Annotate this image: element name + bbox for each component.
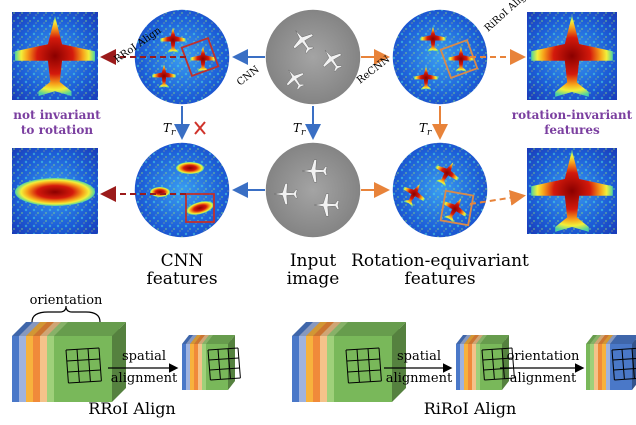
stack-layer-top bbox=[610, 335, 636, 344]
rroi-schematic: orientation spatial alignment RRoI Align bbox=[12, 293, 241, 418]
input-image-bottom bbox=[265, 142, 361, 238]
crop-bottom-left bbox=[12, 148, 98, 234]
feature-stack-left bbox=[12, 322, 126, 402]
rroi-box-bottom bbox=[185, 193, 215, 223]
stack-layer-side bbox=[112, 322, 126, 402]
label-cnn-features-1: CNN bbox=[161, 251, 204, 271]
stack-layer-top bbox=[54, 322, 126, 336]
feature-stack-orientation-aligned bbox=[586, 335, 636, 390]
svg-text:T: T bbox=[163, 121, 172, 135]
riroi-arrow-bottom bbox=[469, 189, 526, 206]
label-cnn: CNN bbox=[235, 64, 262, 88]
label-riroi-align-top: RiRoI Align bbox=[483, 0, 534, 34]
label-tr-recnn: T r bbox=[419, 121, 432, 138]
label-rotation-equivariant-2: features bbox=[404, 269, 475, 289]
crop-top-left bbox=[12, 12, 98, 100]
label-cnn-features-2: features bbox=[146, 269, 217, 289]
cnn-feature-map-bottom bbox=[134, 142, 230, 238]
stack-layer bbox=[54, 336, 112, 402]
label-input-image-1: Input bbox=[290, 251, 336, 271]
caption-riroi-align: RiRoI Align bbox=[424, 399, 517, 418]
rroi-box-top bbox=[180, 36, 220, 78]
label-not-invariant-1: not invariant bbox=[13, 108, 101, 122]
stack-layer-top bbox=[334, 322, 406, 336]
stack-layer-top bbox=[206, 335, 235, 344]
roi-grid bbox=[345, 347, 382, 384]
svg-text:T: T bbox=[293, 121, 302, 135]
svg-text:r: r bbox=[301, 128, 306, 138]
stack-layer bbox=[610, 344, 632, 390]
label-spatial: spatial bbox=[122, 349, 166, 364]
svg-text:r: r bbox=[171, 128, 176, 138]
label-not-invariant-2: to rotation bbox=[21, 123, 93, 137]
svg-text:T: T bbox=[419, 121, 428, 135]
feature-stack-right bbox=[292, 322, 406, 402]
label-alignment-3: alignment bbox=[510, 371, 577, 386]
riroi-box-top bbox=[439, 38, 479, 80]
feature-stack-right-aligned bbox=[456, 335, 515, 390]
stack-layer-side bbox=[632, 338, 636, 390]
riroi-schematic: spatial alignment orientation alignment … bbox=[292, 322, 636, 418]
roi-grid bbox=[207, 347, 241, 381]
crop-bottom-right bbox=[527, 148, 617, 234]
stack-layer-side bbox=[392, 322, 406, 402]
input-image-top bbox=[265, 9, 361, 105]
label-orientation: orientation bbox=[30, 293, 103, 308]
stack-layer bbox=[334, 336, 392, 402]
roi-grid bbox=[481, 347, 515, 381]
roi-grid bbox=[65, 347, 102, 384]
label-orientation-2: orientation bbox=[507, 349, 580, 364]
label-rotation-invariant-1: rotation-invariant bbox=[512, 108, 633, 122]
recnn-feature-map-bottom bbox=[392, 142, 488, 238]
label-tr-input: T r bbox=[293, 121, 306, 138]
label-alignment-2: alignment bbox=[386, 371, 453, 386]
label-rotation-equivariant-1: Rotation-equivariant bbox=[351, 251, 529, 271]
crop-top-right bbox=[527, 12, 617, 100]
feature-stack-left-aligned bbox=[182, 335, 241, 390]
label-tr-cnn: T r bbox=[163, 121, 176, 138]
stack-layer bbox=[480, 344, 502, 390]
label-alignment: alignment bbox=[111, 371, 178, 386]
caption-rroi-align: RRoI Align bbox=[88, 399, 175, 418]
label-spatial-2: spatial bbox=[397, 349, 441, 364]
cross-icon bbox=[194, 121, 206, 135]
riroi-box-bottom bbox=[439, 189, 475, 227]
label-input-image-2: image bbox=[287, 269, 340, 289]
stack-layer bbox=[206, 344, 228, 390]
svg-text:r: r bbox=[427, 128, 432, 138]
roi-grid bbox=[611, 347, 636, 381]
stack-layer-top bbox=[480, 335, 509, 344]
label-rotation-invariant-2: features bbox=[544, 123, 600, 137]
orientation-brace bbox=[31, 305, 101, 323]
